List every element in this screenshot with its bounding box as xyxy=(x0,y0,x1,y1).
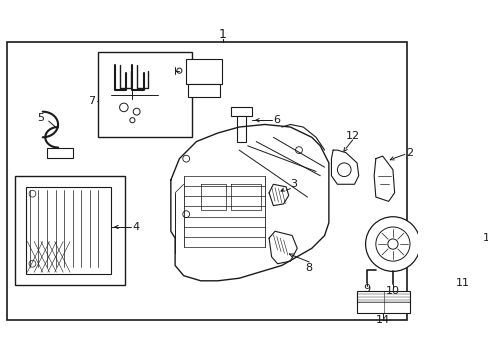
Circle shape xyxy=(120,103,128,112)
Text: 5: 5 xyxy=(38,113,44,123)
Bar xyxy=(230,107,251,116)
Bar xyxy=(356,291,409,313)
Bar xyxy=(98,52,192,137)
Text: 14: 14 xyxy=(375,315,389,325)
Circle shape xyxy=(295,147,302,153)
Circle shape xyxy=(29,260,36,267)
Text: 11: 11 xyxy=(455,278,469,288)
Text: 7: 7 xyxy=(88,96,96,107)
Circle shape xyxy=(438,242,447,251)
Text: 13: 13 xyxy=(482,233,488,243)
Circle shape xyxy=(130,118,135,123)
Text: 6: 6 xyxy=(273,115,280,125)
Text: 10: 10 xyxy=(385,286,399,296)
Bar xyxy=(237,116,245,141)
Text: 8: 8 xyxy=(305,263,312,273)
Text: 2: 2 xyxy=(405,148,412,158)
Circle shape xyxy=(29,190,36,197)
Circle shape xyxy=(177,68,182,73)
Text: 12: 12 xyxy=(345,131,359,141)
Circle shape xyxy=(183,155,189,162)
Text: 9: 9 xyxy=(363,284,370,294)
Bar xyxy=(186,59,222,84)
Circle shape xyxy=(438,256,447,265)
Circle shape xyxy=(183,211,189,217)
Circle shape xyxy=(365,217,419,271)
Bar xyxy=(187,84,220,97)
Circle shape xyxy=(133,108,140,115)
Text: 4: 4 xyxy=(132,222,139,232)
Bar xyxy=(47,148,72,158)
Circle shape xyxy=(375,227,409,261)
Bar xyxy=(15,176,124,285)
Circle shape xyxy=(337,163,350,177)
Bar xyxy=(25,187,111,274)
Bar xyxy=(429,238,455,274)
Text: 1: 1 xyxy=(219,28,226,41)
Text: 3: 3 xyxy=(290,179,297,189)
Circle shape xyxy=(387,239,397,249)
